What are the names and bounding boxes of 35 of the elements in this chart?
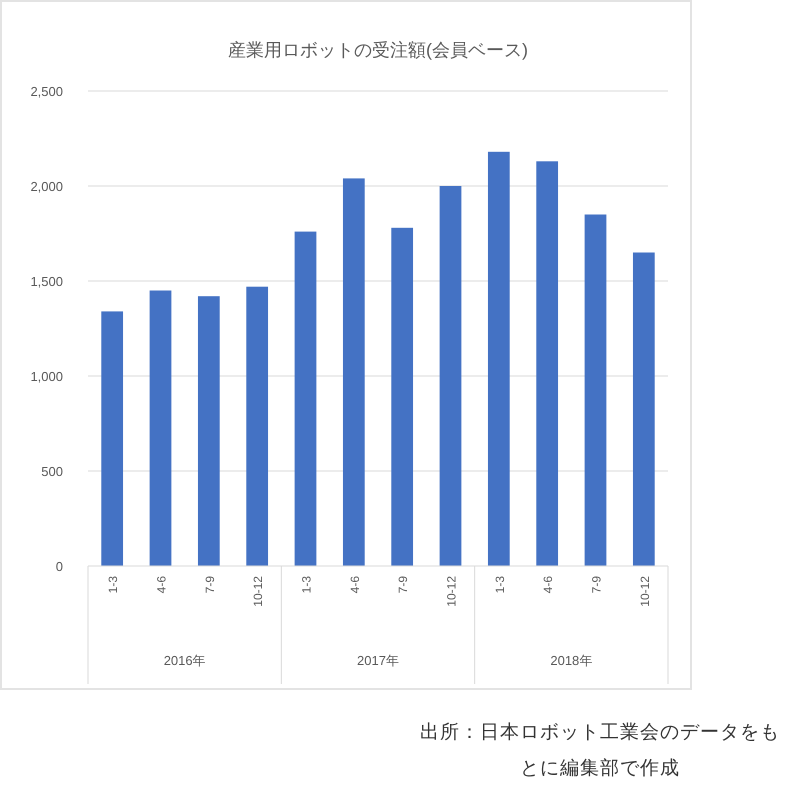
x-tick-label: 1-3 xyxy=(300,576,314,594)
x-tick-label: 7-9 xyxy=(590,576,604,594)
bar xyxy=(488,152,510,566)
text: 2017年 xyxy=(357,653,399,668)
text: 2016年 xyxy=(164,653,206,668)
x-tick-label: 7-9 xyxy=(202,576,217,594)
y-tick-label: 0 xyxy=(56,559,63,574)
bar xyxy=(294,232,316,566)
bar xyxy=(342,178,365,566)
bar xyxy=(584,214,606,566)
y-tick-label: 1,500 xyxy=(30,274,63,289)
bar xyxy=(632,252,655,566)
text: 出所：日本ロボット工業会のデータをもとに編集部で作成 xyxy=(420,721,780,781)
y-tick-label: 2,500 xyxy=(30,84,63,99)
x-tick-label: 10-12 xyxy=(638,576,652,607)
x-tick-label: 4-6 xyxy=(154,576,168,594)
chart-title: 産業用ロボットの受注額(会員ベース) xyxy=(228,40,528,60)
x-tick-label: 7-9 xyxy=(396,576,410,594)
x-tick-label: 10-12 xyxy=(444,576,458,607)
x-tick-label: 10-12 xyxy=(251,576,266,607)
bar xyxy=(391,228,414,566)
bar xyxy=(150,290,172,566)
bar xyxy=(101,311,124,566)
text: 2018年 xyxy=(550,653,592,668)
y-tick-label: 2,000 xyxy=(30,179,63,194)
x-tick-label: 4-6 xyxy=(348,576,362,594)
x-tick-label: 1-3 xyxy=(106,576,120,594)
x-tick-label: 1-3 xyxy=(492,576,507,594)
bar xyxy=(536,161,558,566)
y-tick-label: 1,000 xyxy=(30,369,63,384)
bar xyxy=(246,286,268,566)
bar xyxy=(198,296,220,566)
bar xyxy=(440,186,462,566)
y-tick-label: 500 xyxy=(41,464,63,479)
x-tick-label: 4-6 xyxy=(541,576,556,594)
